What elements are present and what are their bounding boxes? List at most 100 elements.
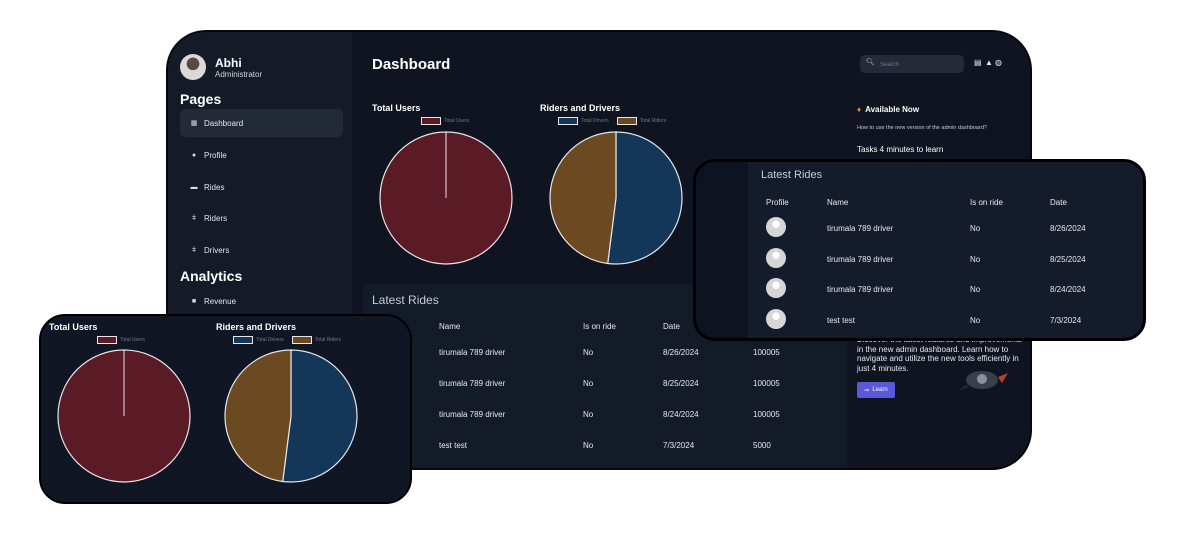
legend-swatch: [616, 117, 637, 125]
latest-rides-title: Latest Rides: [372, 293, 439, 307]
column-header-on-ride: Is on ride: [583, 322, 616, 331]
charts-popup: Total Users Total Users Riders and Drive…: [39, 314, 412, 504]
column-header-name: Name: [827, 198, 849, 207]
chart-title-total-users: Total Users: [372, 103, 421, 113]
cell-amount: 100005: [753, 379, 780, 388]
user-circle-icon: ●: [191, 151, 197, 159]
legend-swatch: [421, 117, 441, 125]
chart-title-total-users: Total Users: [49, 322, 98, 332]
user-role: Administrator: [215, 70, 263, 79]
cell-name: tirumala 789 driver: [827, 285, 894, 294]
cell-name: tirumala 789 driver: [827, 255, 894, 264]
avatar: [766, 278, 786, 298]
cell-on-ride: No: [583, 410, 594, 419]
cell-date: 8/24/2024: [663, 410, 699, 419]
search-input[interactable]: [878, 57, 962, 72]
cell-name: tirumala 789 driver: [439, 379, 506, 388]
cell-on-ride: No: [970, 255, 981, 264]
page-title: Dashboard: [372, 56, 451, 73]
legend-swatch: [97, 336, 117, 344]
column-header-name: Name: [439, 322, 461, 331]
cell-date: 8/26/2024: [1050, 224, 1086, 233]
sidebar-item-label: Profile: [204, 150, 227, 160]
cell-on-ride: No: [583, 348, 594, 357]
user-name: Abhi: [215, 56, 242, 70]
latest-rides-popup: Latest Rides Profile Name Is on ride Dat…: [693, 159, 1146, 341]
cell-amount: 100005: [753, 348, 780, 357]
legend-label: Total Users: [120, 337, 146, 343]
dashboard-window: Abhi Administrator Pages ▦ Dashboard ● P…: [168, 32, 1030, 468]
cell-date: 8/26/2024: [663, 348, 699, 357]
cell-name: tirumala 789 driver: [439, 410, 506, 419]
cell-date: 7/3/2024: [1050, 316, 1082, 325]
legend-label: Total Users: [444, 118, 470, 124]
legend-label: Total Drivers: [581, 118, 609, 124]
sidebar-item-dashboard[interactable]: ▦ Dashboard: [180, 109, 343, 137]
learn-button[interactable]: ⇒ Learn: [857, 382, 895, 398]
cell-date: 8/25/2024: [1050, 255, 1086, 264]
pie-chart-total-users: [57, 349, 191, 483]
column-header-date: Date: [663, 322, 680, 331]
legend-total-users: Total Users: [97, 336, 145, 344]
cell-on-ride: No: [583, 441, 594, 450]
column-header-profile: Profile: [766, 198, 789, 207]
popup-latest-rides-title: Latest Rides: [761, 169, 823, 181]
pie-chart-riders-drivers: [549, 131, 683, 265]
flame-icon: ♦: [857, 105, 862, 114]
cell-name: tirumala 789 driver: [439, 348, 506, 357]
tasks-text: Tasks 4 minutes to learn: [857, 145, 944, 154]
pie-slice-total-drivers[interactable]: [607, 131, 683, 265]
legend-swatch: [558, 117, 578, 125]
avatar[interactable]: [180, 54, 206, 80]
chart-title-riders-drivers: Riders and Drivers: [216, 322, 297, 332]
cell-name: test test: [439, 441, 468, 450]
sidebar-item-drivers[interactable]: ǂ Drivers: [180, 236, 343, 264]
cell-on-ride: No: [970, 285, 981, 294]
legend-riders-drivers: Total Drivers Total Riders: [233, 336, 341, 344]
grid-icon: ▦: [190, 120, 198, 127]
sidebar-item-label: Drivers: [204, 245, 230, 255]
pie-slice-total-drivers[interactable]: [282, 349, 358, 483]
cell-amount: 5000: [753, 441, 771, 450]
globe-icon[interactable]: ◍: [995, 58, 1002, 67]
avatar: [766, 248, 786, 268]
cell-name: tirumala 789 driver: [827, 224, 894, 233]
cell-date: 8/25/2024: [663, 379, 699, 388]
arrow-icon: ⇒: [864, 387, 870, 394]
briefcase-icon: ■: [191, 297, 197, 305]
sidebar-item-riders[interactable]: ǂ Riders: [180, 204, 343, 232]
sidebar-item-revenue[interactable]: ■ Revenue: [180, 287, 343, 315]
column-header-on-ride: Is on ride: [970, 198, 1003, 207]
sidebar-item-rides[interactable]: ▬ Rides: [180, 173, 343, 201]
sidebar-item-label: Dashboard: [204, 118, 244, 128]
available-now-question: How to use the new version of the admin …: [857, 125, 987, 131]
cell-date: 7/3/2024: [663, 441, 695, 450]
person-icon: ǂ: [191, 246, 197, 254]
bell-icon[interactable]: ▲: [985, 58, 993, 67]
avatar: [766, 309, 786, 329]
legend-label: Total Riders: [639, 118, 667, 124]
legend-total-users: Total Users: [421, 117, 469, 125]
search-box[interactable]: 🔍︎: [860, 55, 964, 73]
pie-slice-total-riders[interactable]: [224, 349, 292, 483]
legend-riders-drivers: Total Drivers Total Riders: [558, 117, 666, 125]
car-icon: ▬: [190, 183, 198, 191]
pie-chart-riders-drivers: [224, 349, 358, 483]
pages-heading: Pages: [180, 91, 222, 107]
analytics-heading: Analytics: [180, 268, 243, 284]
avatar: [766, 217, 786, 237]
pie-slice-total-riders[interactable]: [549, 131, 617, 265]
legend-swatch: [291, 336, 312, 344]
legend-swatch: [233, 336, 253, 344]
pie-chart-total-users: [379, 131, 513, 265]
available-now-title: ♦ Available Now: [857, 105, 920, 114]
chart-title-riders-drivers: Riders and Drivers: [540, 103, 621, 113]
rocket-icon: [958, 371, 1008, 391]
sidebar-item-profile[interactable]: ● Profile: [180, 141, 343, 169]
person-icon: ǂ: [191, 214, 197, 222]
cell-date: 8/24/2024: [1050, 285, 1086, 294]
column-header-date: Date: [1050, 198, 1067, 207]
cell-on-ride: No: [970, 316, 981, 325]
search-icon: 🔍︎: [866, 59, 875, 66]
message-icon[interactable]: ▤: [974, 58, 982, 67]
